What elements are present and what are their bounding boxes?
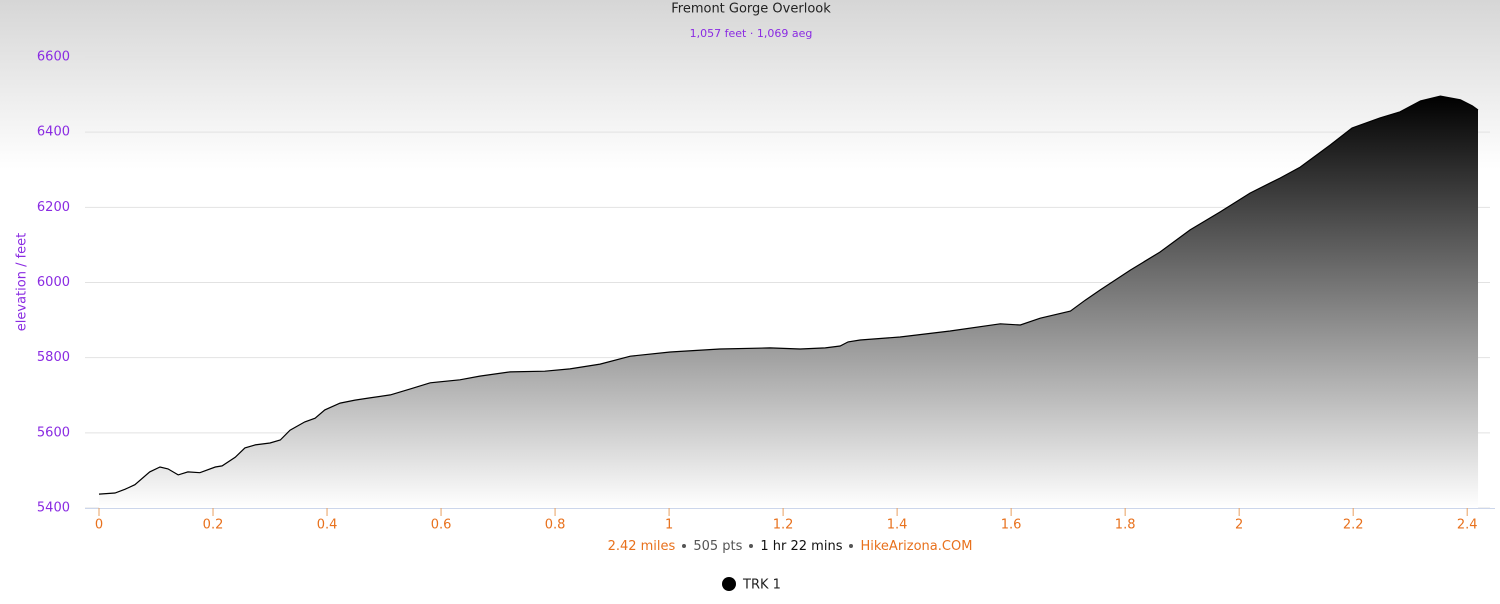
x-tick-label: 1.8 <box>1115 518 1136 533</box>
chart-subtitle: 1,057 feet · 1,069 aeg <box>690 27 813 40</box>
x-tick-label: 2.2 <box>1343 518 1364 533</box>
x-tick-label: 1.6 <box>1001 518 1022 533</box>
area <box>99 96 1479 508</box>
y-axis-label: elevation / feet <box>15 233 30 331</box>
y-tick-label: 5800 <box>37 350 70 365</box>
y-tick-label: 6600 <box>37 50 70 65</box>
y-tick-label: 6000 <box>37 275 70 290</box>
legend-label[interactable]: TRK 1 <box>742 578 781 593</box>
x-tick-label: 2 <box>1235 518 1243 533</box>
x-tick-label: 0 <box>95 518 103 533</box>
x-tick-label: 2.4 <box>1457 518 1478 533</box>
line <box>98 95 1479 495</box>
legend-marker <box>722 577 736 591</box>
y-tick-label: 5400 <box>37 501 70 516</box>
y-tick-label: 6200 <box>37 200 70 215</box>
footer-points: 505 pts <box>693 538 743 554</box>
separator <box>849 544 854 548</box>
x-tick-label: 0.2 <box>203 518 224 533</box>
x-tick-label: 1 <box>665 518 673 533</box>
x-tick-label: 1.4 <box>887 518 908 533</box>
x-tick-label: 0.8 <box>545 518 566 533</box>
y-tick-label: 6400 <box>37 125 70 140</box>
x-tick-label: 1.2 <box>773 518 794 533</box>
footer-distance: 2.42 miles <box>607 538 676 554</box>
x-tick-label: 0.4 <box>317 518 338 533</box>
footer-time: 1 hr 22 mins <box>760 538 843 554</box>
separator <box>749 544 754 548</box>
x-tick-label: 0.6 <box>431 518 452 533</box>
footer: 2.42 miles 505 pts 1 hr 22 mins HikeAriz… <box>0 536 1500 556</box>
y-tick-label: 5600 <box>37 425 70 440</box>
separator <box>682 544 687 548</box>
footer-source[interactable]: HikeArizona.COM <box>860 538 973 554</box>
chart-title: Fremont Gorge Overlook <box>671 2 831 17</box>
